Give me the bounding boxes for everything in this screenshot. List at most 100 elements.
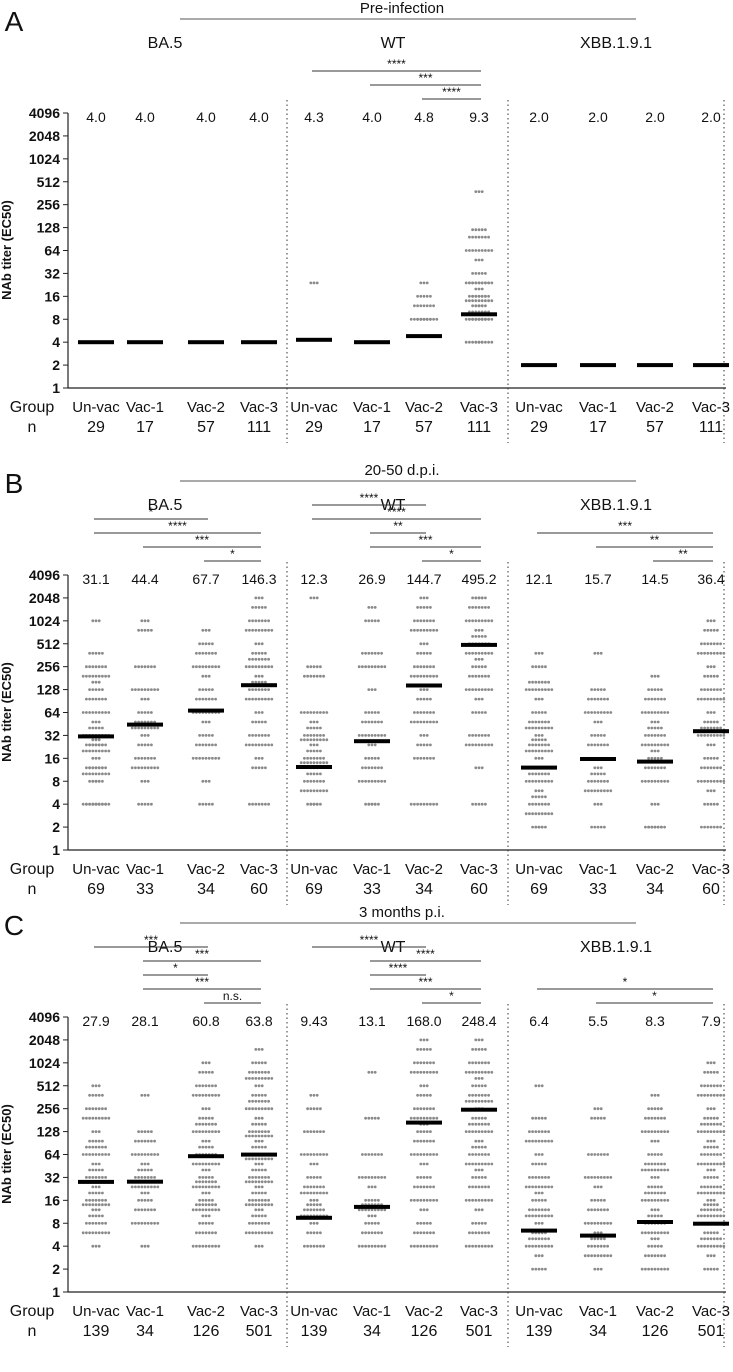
data-point	[364, 802, 367, 806]
data-point	[85, 674, 88, 678]
data-point	[429, 711, 432, 714]
data-point	[416, 294, 419, 298]
data-point	[653, 749, 657, 753]
data-point	[143, 697, 147, 701]
x-category-label: Un-vac	[515, 399, 563, 416]
data-point	[660, 734, 663, 737]
data-point	[257, 1185, 261, 1189]
gmt-bar	[354, 340, 390, 345]
data-point	[94, 743, 98, 747]
data-point	[377, 651, 380, 655]
data-point	[107, 749, 111, 753]
data-point	[716, 1185, 719, 1189]
data-point	[422, 743, 426, 747]
data-point	[361, 1244, 364, 1248]
data-point	[422, 1084, 426, 1088]
data-point	[540, 802, 544, 806]
data-point	[257, 1162, 261, 1166]
data-point	[257, 743, 261, 747]
data-point	[211, 665, 214, 669]
data-point	[490, 1244, 494, 1248]
data-point	[367, 1231, 371, 1235]
y-tick-label: 16	[44, 750, 60, 766]
n-count-label: 60	[470, 881, 488, 898]
data-point	[267, 1130, 270, 1133]
data-point	[322, 1244, 325, 1248]
data-point	[468, 1130, 471, 1133]
data-point	[480, 1070, 484, 1074]
data-point	[429, 651, 432, 655]
data-point	[299, 1191, 303, 1195]
data-point	[660, 1191, 663, 1195]
data-point	[207, 1168, 211, 1172]
data-point	[94, 1153, 98, 1156]
data-point	[315, 1093, 319, 1097]
data-point	[656, 743, 660, 747]
data-point	[660, 1116, 663, 1120]
data-point	[432, 1198, 435, 1202]
data-point	[599, 1254, 603, 1258]
data-point	[534, 697, 538, 701]
data-point	[590, 711, 593, 714]
data-point	[140, 1244, 144, 1248]
data-point	[377, 619, 380, 623]
data-point	[709, 1231, 713, 1235]
data-point	[596, 734, 600, 737]
y-tick-label: 32	[44, 727, 60, 743]
data-point	[319, 1176, 322, 1179]
data-point	[257, 1180, 261, 1184]
data-point	[540, 711, 544, 714]
data-point	[143, 1153, 147, 1156]
data-point	[270, 1180, 274, 1184]
data-point	[656, 720, 660, 724]
data-point	[315, 1185, 319, 1189]
data-point	[537, 1221, 541, 1225]
data-point	[260, 1180, 264, 1184]
data-point	[322, 674, 325, 678]
data-point	[143, 628, 147, 632]
data-point	[306, 711, 309, 714]
data-point	[650, 1093, 654, 1097]
data-point	[528, 802, 531, 806]
data-point	[653, 1185, 657, 1189]
data-point	[644, 1168, 647, 1172]
data-point	[425, 743, 429, 747]
n-count-label: 69	[530, 881, 548, 898]
data-point	[254, 1185, 258, 1189]
data-point	[656, 1231, 660, 1235]
data-point	[214, 1185, 218, 1189]
data-point	[270, 1107, 274, 1111]
data-point	[380, 1208, 383, 1212]
data-point	[254, 1116, 258, 1120]
data-point	[254, 606, 258, 609]
data-point	[716, 1093, 719, 1097]
data-point	[471, 1198, 474, 1202]
data-point	[364, 1244, 367, 1248]
data-point	[422, 1198, 426, 1202]
data-point	[468, 1244, 471, 1248]
data-point	[474, 711, 478, 714]
data-point	[267, 697, 270, 701]
data-point	[101, 802, 104, 806]
data-point	[587, 1254, 590, 1258]
data-point	[709, 825, 713, 829]
gmt-label: 4.8	[414, 109, 434, 125]
data-point	[309, 749, 313, 753]
data-point	[540, 1221, 544, 1225]
data-point	[429, 1176, 432, 1179]
data-point	[214, 1122, 218, 1126]
data-point	[260, 1099, 264, 1103]
data-point	[650, 1237, 654, 1241]
data-point	[370, 1176, 374, 1179]
data-point	[319, 1231, 322, 1235]
data-point	[663, 825, 666, 829]
data-point	[97, 1130, 101, 1133]
data-point	[211, 651, 214, 655]
data-point	[322, 1208, 325, 1212]
data-point	[480, 651, 484, 655]
data-point	[464, 619, 468, 623]
data-point	[373, 651, 377, 655]
data-point	[377, 1198, 380, 1202]
data-point	[214, 1244, 218, 1248]
data-point	[712, 1116, 716, 1120]
